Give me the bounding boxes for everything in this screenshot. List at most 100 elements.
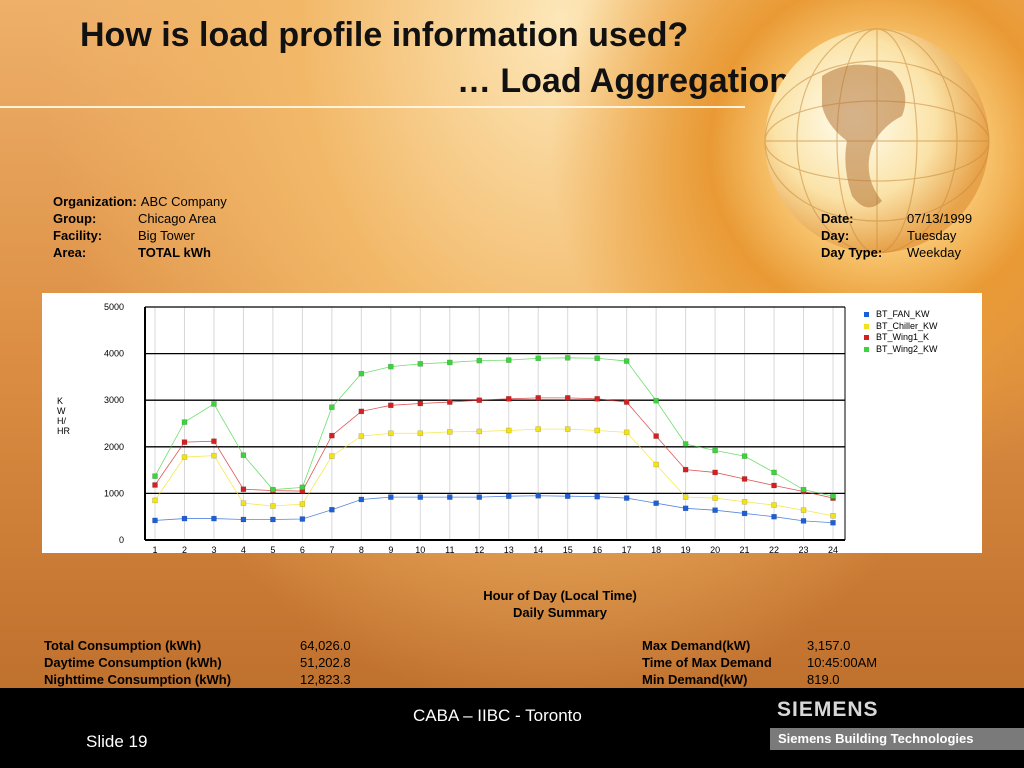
- data-point: [623, 358, 630, 364]
- data-point: [270, 486, 276, 493]
- y-axis-label-line: K: [57, 396, 64, 406]
- series-line: [154, 397, 834, 499]
- total-consumption-value: 64,026.0: [300, 638, 351, 653]
- min-demand-value: 819.0: [807, 672, 840, 687]
- title-line-1: How is load profile information used?: [80, 16, 689, 54]
- data-point: [564, 426, 571, 432]
- data-point: [594, 493, 600, 500]
- data-point: [476, 397, 483, 403]
- data-point: [830, 513, 836, 519]
- slide-number: Slide 19: [86, 732, 148, 751]
- data-point: [152, 473, 158, 479]
- data-point: [358, 370, 365, 377]
- data-point: [830, 520, 836, 526]
- siemens-logo: SIEMENS: [777, 698, 879, 721]
- x-tick-label: 24: [828, 545, 838, 553]
- data-point: [329, 432, 335, 439]
- data-point: [682, 494, 689, 500]
- data-point: [800, 486, 807, 493]
- data-point: [653, 461, 659, 468]
- x-tick-label: 9: [388, 545, 393, 553]
- data-point: [358, 433, 365, 439]
- legend-item-fan: BT_FAN_KW: [864, 309, 938, 321]
- data-point: [447, 429, 453, 435]
- data-point: [417, 494, 424, 500]
- data-point: [535, 426, 541, 432]
- daytime-consumption-label: Daytime Consumption (kWh): [44, 655, 222, 670]
- data-point: [211, 452, 217, 459]
- data-point: [181, 515, 188, 522]
- legend-item-chiller: BT_Chiller_KW: [864, 321, 938, 333]
- data-point: [594, 427, 600, 434]
- series-line: [154, 357, 834, 497]
- y-axis-label-line: H/: [57, 416, 66, 426]
- x-tick-label: 1: [152, 545, 157, 553]
- organization-info: Organization: ABC Company Group: Chicago A…: [53, 193, 227, 261]
- data-point: [152, 497, 158, 504]
- y-tick-label: 4000: [104, 349, 124, 359]
- legend-swatch: [864, 312, 869, 318]
- data-point: [358, 408, 365, 415]
- data-point: [388, 363, 394, 370]
- data-point: [741, 499, 748, 505]
- date-value: 07/13/1999: [907, 211, 973, 226]
- x-tick-label: 17: [622, 545, 632, 553]
- data-point: [505, 493, 512, 499]
- data-point: [181, 454, 188, 460]
- data-point: [800, 518, 807, 524]
- data-point: [623, 399, 630, 405]
- data-point: [623, 495, 630, 501]
- data-point: [741, 510, 748, 517]
- x-tick-label: 16: [592, 545, 602, 553]
- data-point: [299, 516, 306, 522]
- y-axis-label-line: W: [57, 406, 66, 416]
- data-point: [741, 476, 748, 482]
- data-point: [211, 401, 217, 407]
- y-tick-label: 3000: [104, 395, 124, 405]
- time-of-max-demand-label: Time of Max Demand: [642, 655, 772, 670]
- data-point: [476, 357, 483, 364]
- total-consumption-label: Total Consumption (kWh): [44, 638, 202, 653]
- data-point: [505, 396, 512, 402]
- slide-title: How is load profile information used? … …: [80, 12, 790, 104]
- data-point: [211, 438, 217, 444]
- legend-item-wing1: BT_Wing1_K: [864, 332, 938, 344]
- chart-subtitle: Daily Summary: [513, 605, 607, 620]
- y-tick-label: 0: [119, 535, 124, 545]
- data-point: [181, 439, 188, 445]
- data-point: [240, 452, 247, 458]
- x-tick-label: 19: [681, 545, 691, 553]
- x-tick-label: 20: [710, 545, 720, 553]
- x-axis-label: Hour of Day (Local Time): [483, 588, 637, 603]
- demand-summary: Max Demand(kW) 3,157.0 Time of Max Demand…: [642, 637, 877, 688]
- group-label: Group:: [53, 211, 97, 226]
- title-divider: [0, 106, 745, 108]
- data-point: [594, 355, 600, 362]
- chart-legend: BT_FAN_KW BT_Chiller_KW BT_Wing1_K BT_Wi…: [864, 309, 938, 355]
- area-value: TOTAL kWh: [138, 245, 211, 260]
- time-of-max-demand-value: 10:45:00AM: [807, 655, 878, 670]
- x-tick-label: 18: [651, 545, 661, 553]
- data-point: [181, 419, 188, 425]
- data-point: [447, 359, 453, 366]
- data-point: [800, 507, 807, 513]
- min-demand-label: Min Demand(kW): [642, 672, 748, 687]
- legend-label: BT_Wing1_K: [876, 332, 930, 342]
- legend-swatch: [864, 323, 869, 329]
- nighttime-consumption-value: 12,823.3: [300, 672, 351, 687]
- data-point: [712, 447, 718, 454]
- data-point: [682, 466, 689, 473]
- data-point: [564, 493, 571, 499]
- data-point: [211, 515, 217, 522]
- data-point: [388, 430, 394, 437]
- organization-label: Organization:: [53, 194, 137, 209]
- data-point: [240, 516, 247, 523]
- data-point: [830, 493, 836, 499]
- x-tick-label: 22: [769, 545, 779, 553]
- x-tick-label: 15: [563, 545, 573, 553]
- data-point: [771, 513, 777, 520]
- data-point: [712, 495, 718, 501]
- y-tick-label: 5000: [104, 302, 124, 312]
- data-point: [152, 482, 158, 488]
- legend-label: BT_FAN_KW: [876, 309, 930, 319]
